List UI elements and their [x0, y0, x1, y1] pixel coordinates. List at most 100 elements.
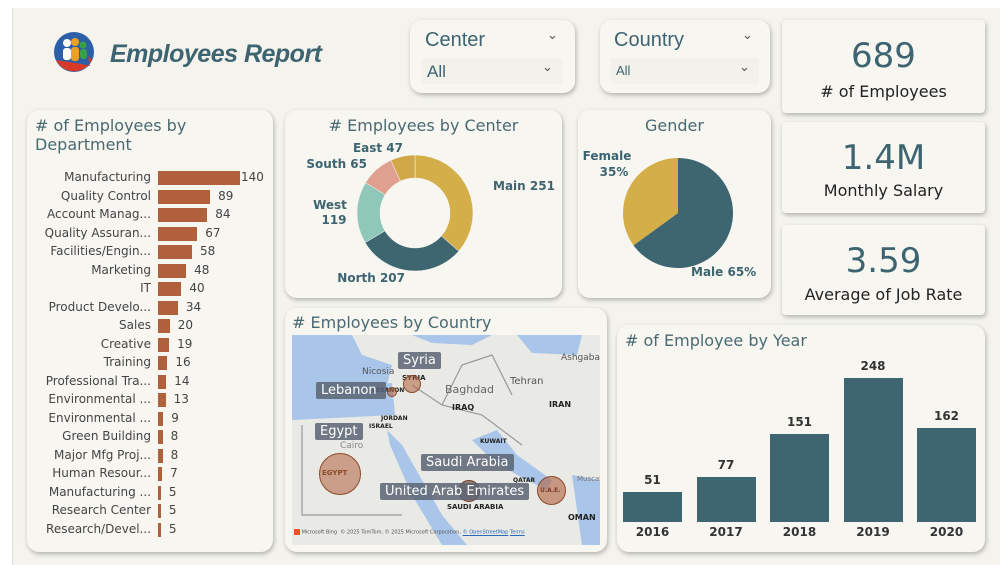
chevron-down-icon[interactable]: ⌄ [742, 28, 753, 43]
country-slicer[interactable]: Country ⌄ All ⌄ [600, 20, 770, 93]
dept-bar[interactable] [158, 337, 170, 352]
map-basemap [292, 335, 600, 545]
dept-bar[interactable] [158, 245, 192, 259]
year-bar[interactable] [696, 477, 756, 522]
donut-slice[interactable] [390, 154, 416, 182]
dept-label: Sales [119, 318, 151, 332]
year-bar[interactable] [623, 492, 682, 522]
year-label: 2016 [635, 525, 670, 539]
microsoft-logo-icon [294, 529, 300, 535]
dept-bar[interactable] [158, 300, 178, 315]
dept-label: Manufacturing [64, 170, 151, 184]
dept-value: 5 [168, 503, 177, 517]
dept-value: 16 [175, 355, 191, 369]
kpi-employees: 689 # of Employees [782, 20, 985, 113]
bubble-uae[interactable]: U.A.E. [537, 476, 566, 505]
dept-bar[interactable] [158, 522, 161, 537]
year-label: 2019 [856, 525, 890, 539]
dept-label: Manufacturing ... [48, 484, 151, 499]
dept-label: Major Mfg Proj... [54, 447, 151, 462]
dept-value: 89 [218, 188, 234, 203]
year-bar[interactable] [843, 378, 903, 522]
osm-link[interactable]: © OpenStreetMap [462, 529, 509, 536]
year-chart: # of Employee by Year 51 2016 77 2017 151 201… [617, 325, 985, 552]
slice-label: North 207 [337, 271, 405, 285]
year-bars: 51 2016 77 2017 151 2018 248 2019 162 2020 [617, 325, 985, 552]
dept-value: 48 [194, 262, 210, 277]
dept-label: Account Manag... [47, 207, 151, 221]
map-canvas[interactable]: Nicosia SYRIA LEBANON Baghdad IRAQ Tehra… [292, 335, 600, 545]
year-label: 2018 [782, 525, 817, 539]
year-value: 77 [717, 458, 735, 473]
dept-bar[interactable] [158, 504, 161, 518]
chart-title: Gender [645, 116, 704, 135]
slicer-title: Country [614, 29, 685, 51]
country-dropdown[interactable]: All ⌄ [611, 58, 759, 84]
map-place-label: IRAN [549, 400, 572, 409]
pie-slice[interactable] [623, 158, 678, 246]
dept-bar[interactable] [158, 189, 211, 204]
slice-label: South 65 [306, 157, 367, 171]
dept-bar[interactable] [158, 356, 168, 370]
dept-value: 7 [170, 466, 178, 480]
year-bar[interactable] [917, 427, 976, 522]
map-label-syria: Syria [398, 352, 441, 369]
copyright-text: © 2025 TomTom, © 2025 Microsoft Corporat… [340, 529, 462, 536]
dept-label: IT [140, 281, 151, 295]
map-place-label: QATAR [513, 477, 536, 484]
center-slicer[interactable]: Center ⌄ All ⌄ [410, 20, 575, 93]
dept-label: Quality Assuran... [44, 225, 151, 240]
dropdown-value: All [427, 62, 446, 81]
dropdown-value: All [616, 63, 631, 78]
dept-value: 8 [170, 447, 179, 462]
map-place-label: KUWAIT [480, 438, 507, 445]
dept-bar[interactable] [158, 208, 208, 222]
dept-value: 9 [171, 410, 179, 425]
map-place-label: JORDAN [381, 415, 408, 422]
bubble-lebanon[interactable] [387, 387, 397, 397]
pie-svg: Male 65% Female 35% [583, 149, 757, 279]
dept-bar[interactable] [158, 282, 182, 296]
donut-slice[interactable] [414, 154, 474, 252]
chevron-down-icon[interactable]: ⌄ [547, 28, 558, 43]
dept-bar[interactable] [158, 393, 166, 407]
dept-bar[interactable] [158, 467, 163, 481]
dept-label: Quality Control [60, 188, 151, 203]
slice-label: West [313, 198, 347, 212]
dept-bar[interactable] [158, 430, 163, 444]
dept-bar[interactable] [158, 411, 164, 426]
bubble-egypt[interactable]: EGYPT [319, 453, 361, 495]
map-label-saudi-arabia: Saudi Arabia [421, 454, 514, 471]
center-dropdown[interactable]: All ⌄ [422, 58, 562, 84]
map-place-label: SAUDI ARABIA [447, 503, 504, 511]
dept-bar[interactable] [158, 485, 161, 500]
map-label-egypt: Egypt [315, 423, 363, 440]
terms-link[interactable]: Terms [509, 529, 525, 536]
year-label: 2020 [929, 525, 964, 539]
slice-label: Main 251 [493, 179, 555, 193]
kpi-label: # of Employees [820, 82, 947, 101]
map-label-lebanon: Lebanon [316, 382, 386, 399]
dept-value: 5 [168, 521, 177, 536]
dept-bar[interactable] [158, 263, 187, 278]
dept-bar[interactable] [158, 171, 240, 185]
map-label-uae: United Arab Emirates [380, 483, 530, 500]
dept-bar[interactable] [158, 319, 170, 333]
dept-label: Environmental ... [48, 410, 151, 425]
dept-label: Human Resour... [52, 466, 151, 480]
chevron-down-icon: ⌄ [739, 60, 750, 75]
year-bar[interactable] [770, 434, 829, 522]
dept-value: 140 [241, 170, 264, 184]
dept-bar[interactable] [158, 448, 163, 463]
dept-bar[interactable] [158, 226, 198, 241]
kpi-value: 3.59 [845, 241, 922, 281]
map-place-label: Baghdad [445, 383, 494, 396]
department-chart: # of Employees by Department Manufacturi… [27, 110, 273, 552]
slice-label: 119 [321, 213, 346, 227]
bubble-syria[interactable] [403, 375, 421, 393]
dept-label: Research Center [51, 503, 151, 517]
dept-bar[interactable] [158, 374, 167, 389]
year-value: 51 [644, 473, 661, 488]
pie-slice[interactable] [633, 158, 733, 268]
